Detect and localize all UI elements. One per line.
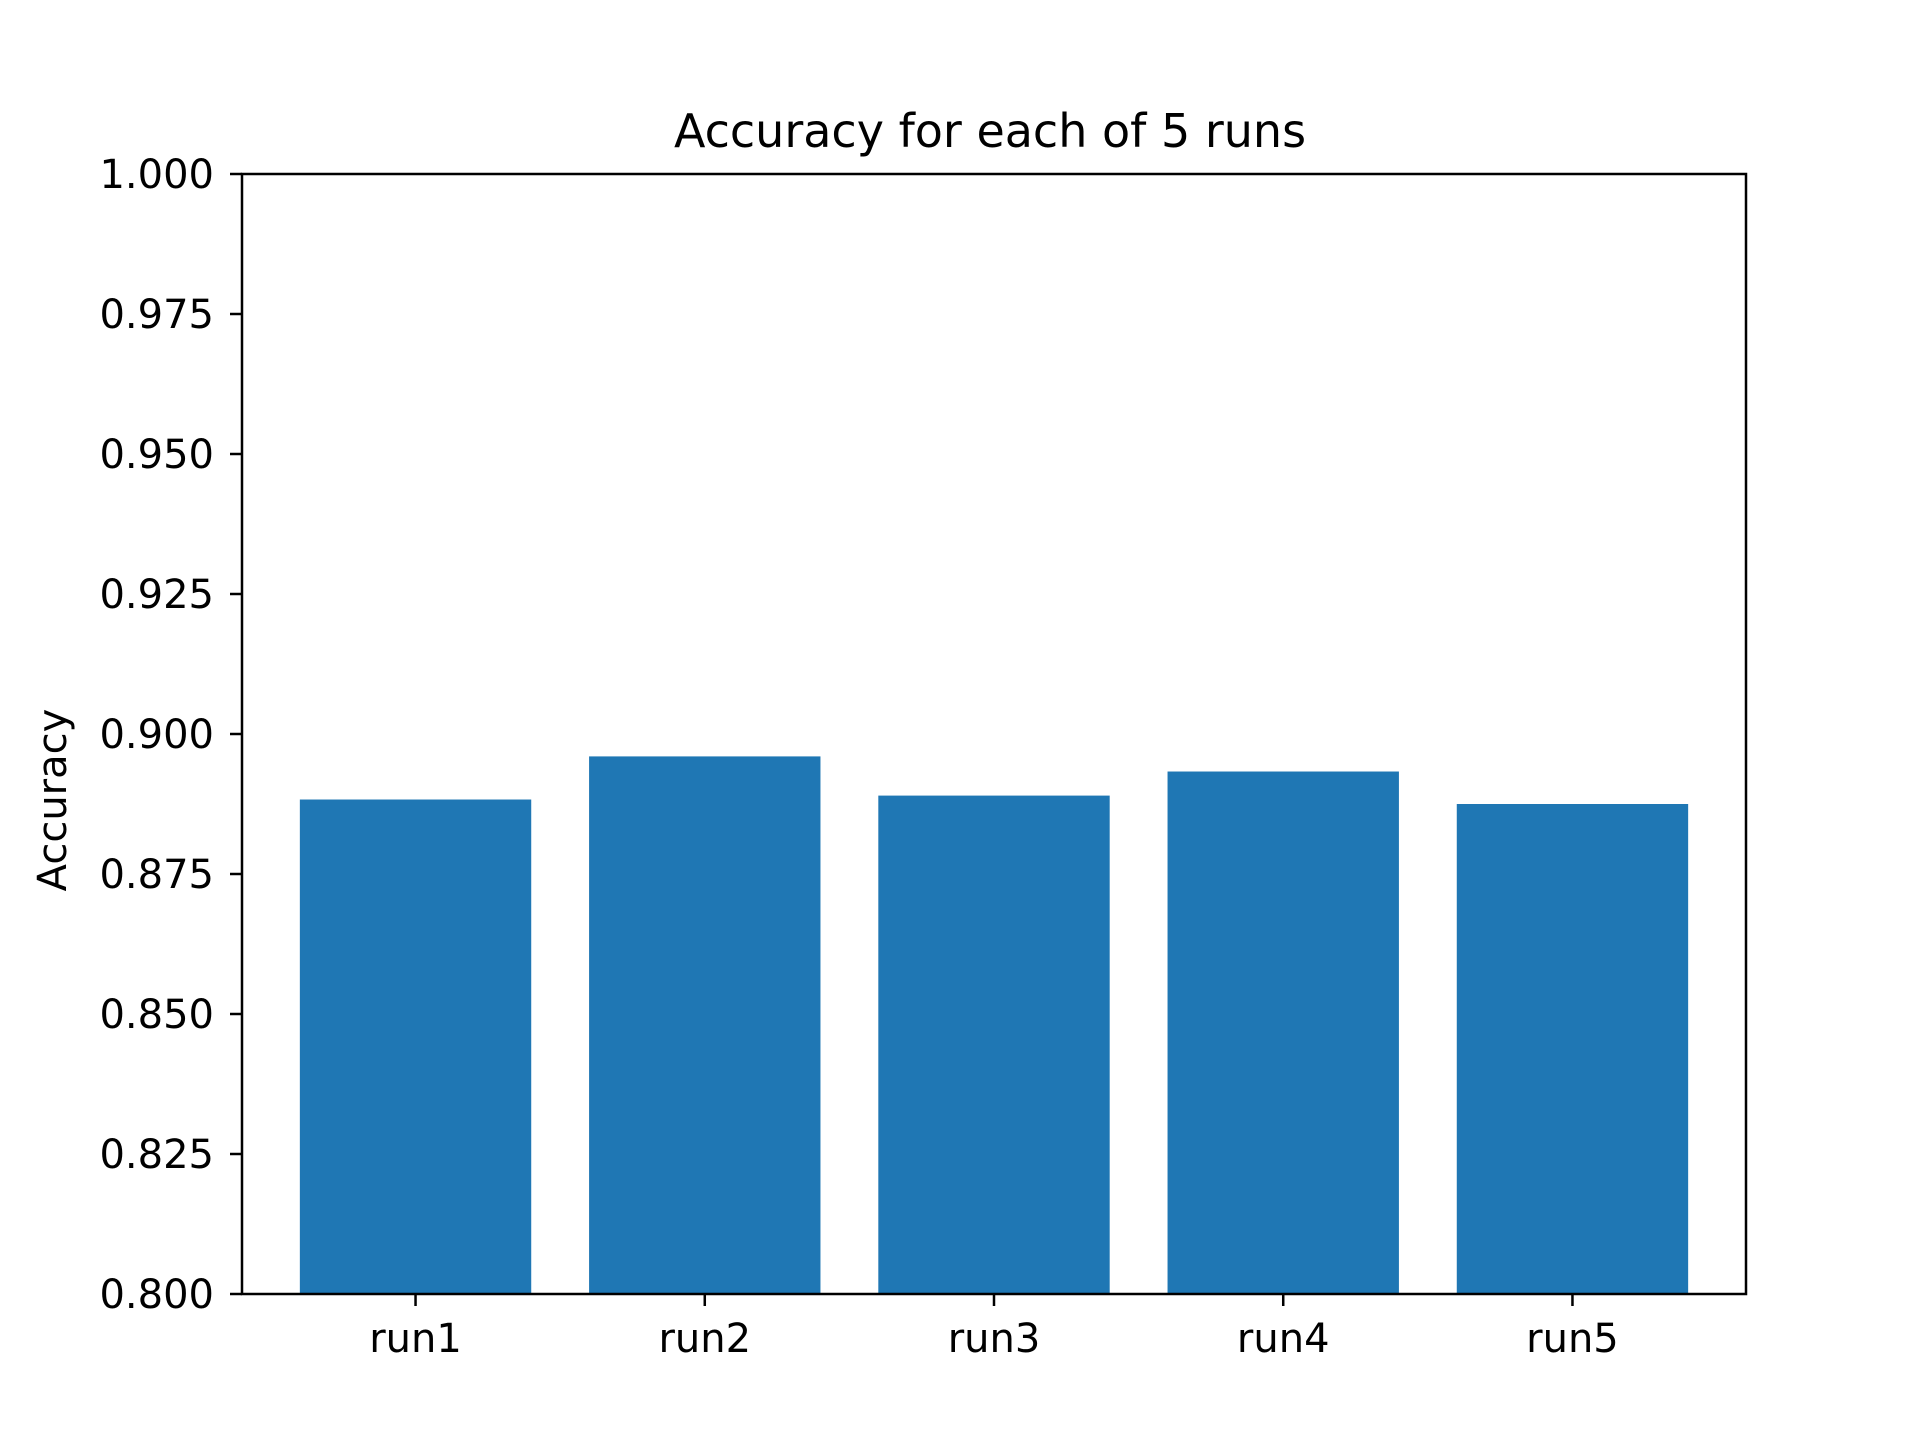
y-tick-label: 0.800: [99, 1272, 214, 1318]
y-tick-label: 0.850: [99, 992, 214, 1038]
bar-run5: [1456, 804, 1689, 1294]
y-tick-label: 1.000: [99, 152, 214, 198]
x-tick-label: run4: [1237, 1316, 1330, 1362]
chart-title: Accuracy for each of 5 runs: [674, 104, 1306, 158]
bar-run1: [299, 799, 532, 1294]
y-tick-label: 0.875: [99, 852, 214, 898]
plot-area-frame: [240, 172, 1748, 1296]
y-tick-label: 0.900: [99, 712, 214, 758]
y-axis-ticks: 0.800 0.825 0.850 0.875 0.900 0.925 0.950 0.975…: [99, 152, 242, 1318]
x-tick-label: run2: [658, 1316, 751, 1362]
y-axis-label: Accuracy: [30, 709, 76, 892]
x-tick-label: run3: [948, 1316, 1041, 1362]
y-tick-label: 0.975: [99, 292, 214, 338]
y-tick-label: 0.925: [99, 572, 214, 618]
y-tick-label: 0.950: [99, 432, 214, 478]
bar-run3: [878, 795, 1110, 1294]
bars: [299, 756, 1689, 1294]
y-tick-label: 0.825: [99, 1132, 214, 1178]
x-tick-label: run5: [1526, 1316, 1619, 1362]
bar-run2: [589, 756, 821, 1294]
bar-run4: [1167, 771, 1399, 1294]
x-axis-ticks: run1 run2 run3 run4 run5: [369, 1294, 1619, 1362]
x-tick-label: run1: [369, 1316, 462, 1362]
